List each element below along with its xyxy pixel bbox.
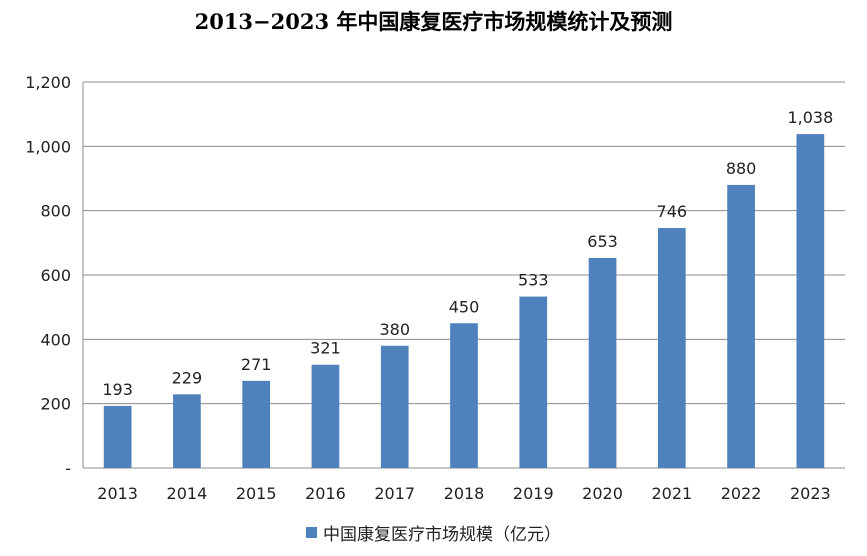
data-label: 880 bbox=[726, 159, 757, 178]
bar-chart: - 200 400 600 800 1,000 1,200 2013 2014 2015 2016 2… bbox=[25, 73, 845, 503]
data-label: 1,038 bbox=[787, 108, 833, 127]
x-tick-label: 2017 bbox=[374, 484, 415, 503]
bar bbox=[519, 296, 548, 468]
x-tick-label: 2023 bbox=[790, 484, 831, 503]
data-label: 533 bbox=[518, 271, 549, 290]
y-tick-label: 400 bbox=[40, 330, 71, 349]
y-tick-label: 1,200 bbox=[25, 73, 71, 92]
data-label: 450 bbox=[449, 297, 480, 316]
bar bbox=[242, 380, 271, 468]
x-tick-label: 2014 bbox=[167, 484, 208, 503]
x-tick-label: 2015 bbox=[236, 484, 277, 503]
legend-label: 中国康复医疗市场规模（亿元） bbox=[323, 525, 561, 545]
x-tick-label: 2013 bbox=[97, 484, 138, 503]
data-labels: 193 229 271 321 380 450 533 653 746 880 1,038 bbox=[102, 108, 833, 399]
data-label: 193 bbox=[102, 380, 133, 399]
data-label: 229 bbox=[172, 368, 203, 387]
bar bbox=[311, 364, 340, 468]
bar bbox=[103, 405, 132, 468]
bars bbox=[103, 134, 825, 469]
x-tick-label: 2020 bbox=[582, 484, 623, 503]
bar bbox=[173, 394, 201, 468]
bar bbox=[380, 345, 409, 468]
y-tick-label: 200 bbox=[40, 395, 71, 414]
x-tick-label: 2016 bbox=[305, 484, 346, 503]
legend-swatch bbox=[306, 527, 317, 538]
bar bbox=[796, 134, 825, 469]
chart-title: 2013−2023 年中国康复医疗市场规模统计及预测 bbox=[194, 9, 673, 34]
y-tick-label: 800 bbox=[40, 202, 71, 221]
bar bbox=[727, 184, 755, 468]
y-tick-label: - bbox=[65, 459, 71, 478]
bar bbox=[657, 228, 686, 468]
x-tick-label: 2021 bbox=[651, 484, 692, 503]
bar bbox=[588, 257, 617, 468]
axes: - 200 400 600 800 1,000 1,200 2013 2014 2015 2016 2… bbox=[25, 73, 845, 503]
x-tick-label: 2018 bbox=[444, 484, 485, 503]
data-label: 321 bbox=[310, 339, 341, 358]
x-tick-label: 2022 bbox=[721, 484, 762, 503]
x-tick-label: 2019 bbox=[513, 484, 554, 503]
data-label: 380 bbox=[379, 320, 410, 339]
data-label: 271 bbox=[241, 355, 272, 374]
data-label: 746 bbox=[657, 202, 688, 221]
data-label: 653 bbox=[587, 232, 618, 251]
legend: 中国康复医疗市场规模（亿元） bbox=[0, 520, 867, 545]
y-tick-label: 600 bbox=[40, 266, 71, 285]
bar bbox=[450, 323, 478, 468]
y-tick-label: 1,000 bbox=[25, 137, 71, 156]
